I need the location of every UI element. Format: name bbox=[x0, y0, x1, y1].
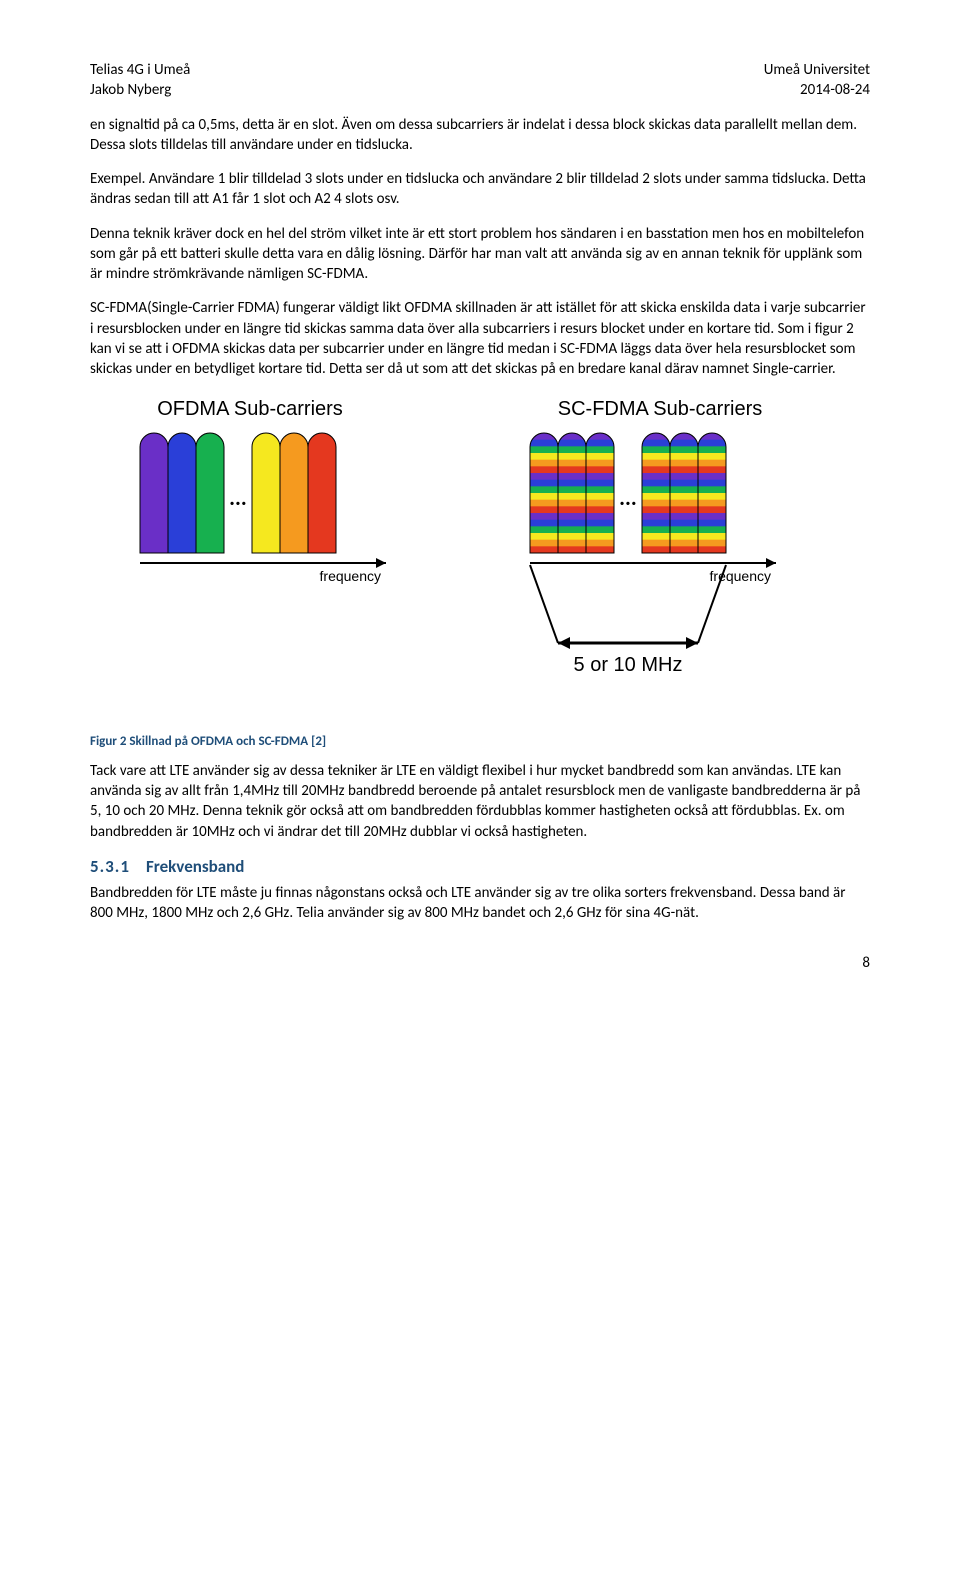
figure-caption: Figur 2 Skillnad på OFDMA och SC-FDMA [2… bbox=[90, 733, 870, 751]
doc-title: Telias 4G i Umeå bbox=[90, 60, 190, 80]
header-right: Umeå Universitet 2014-08-24 bbox=[764, 60, 870, 101]
header-left: Telias 4G i Umeå Jakob Nyberg bbox=[90, 60, 190, 101]
svg-text:frequency: frequency bbox=[710, 568, 771, 584]
doc-date: 2014-08-24 bbox=[764, 80, 870, 100]
svg-text:5 or 10 MHz: 5 or 10 MHz bbox=[574, 654, 683, 676]
svg-text:OFDMA Sub-carriers: OFDMA Sub-carriers bbox=[157, 398, 343, 420]
page-number: 8 bbox=[90, 953, 870, 973]
author-name: Jakob Nyberg bbox=[90, 80, 190, 100]
body-paragraph: Tack vare att LTE använder sig av dessa … bbox=[90, 761, 870, 842]
body-paragraph: SC-FDMA(Single-Carrier FDMA) fungerar vä… bbox=[90, 298, 870, 379]
svg-text:...: ... bbox=[229, 484, 247, 511]
heading-number: 5.3.1 bbox=[90, 856, 130, 877]
body-paragraph: en signaltid på ca 0,5ms, detta är en sl… bbox=[90, 115, 870, 156]
institution: Umeå Universitet bbox=[764, 60, 870, 80]
subcarrier-diagram: OFDMA Sub-carriers SC-FDMA Sub-carriers..… bbox=[110, 393, 850, 723]
heading-title: Frekvensband bbox=[146, 856, 244, 877]
svg-text:SC-FDMA Sub-carriers: SC-FDMA Sub-carriers bbox=[558, 398, 762, 420]
figure-ofdma-scfdma: OFDMA Sub-carriers SC-FDMA Sub-carriers..… bbox=[90, 393, 870, 723]
svg-text:frequency: frequency bbox=[320, 568, 381, 584]
body-paragraph: Exempel. Användare 1 blir tilldelad 3 sl… bbox=[90, 169, 870, 210]
body-paragraph: Bandbredden för LTE måste ju finnas någo… bbox=[90, 883, 870, 924]
svg-text:...: ... bbox=[619, 484, 637, 511]
page-header: Telias 4G i Umeå Jakob Nyberg Umeå Unive… bbox=[90, 60, 870, 101]
body-paragraph: Denna teknik kräver dock en hel del strö… bbox=[90, 224, 870, 285]
section-heading: 5.3.1 Frekvensband bbox=[90, 856, 870, 879]
